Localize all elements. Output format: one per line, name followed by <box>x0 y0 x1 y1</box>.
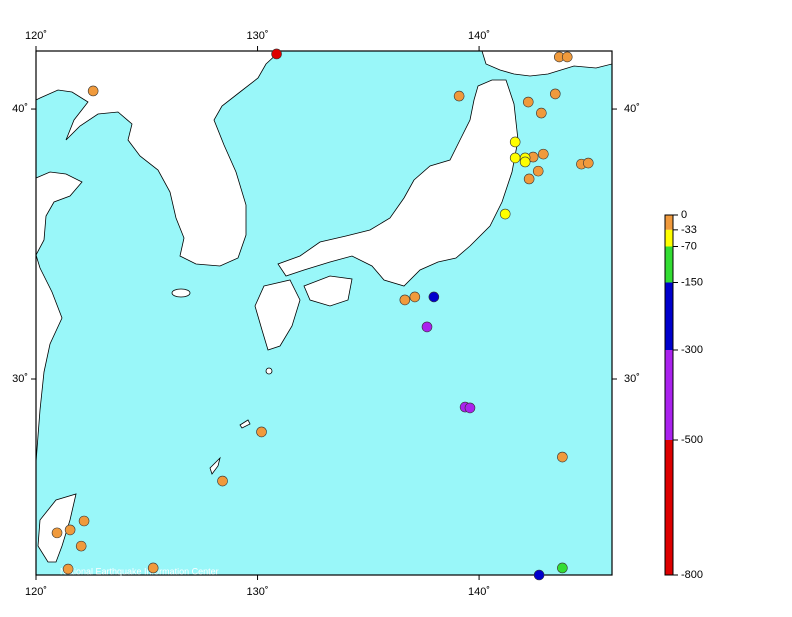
earthquake <box>464 402 476 414</box>
earthquake <box>271 48 282 60</box>
earthquake <box>51 527 63 539</box>
colorbar-label: -150 <box>681 276 703 288</box>
x-tick-label: 130˚ <box>247 586 269 598</box>
earthquake <box>399 294 411 306</box>
earthquake <box>533 569 545 581</box>
earthquake <box>78 515 90 527</box>
earthquake <box>561 51 573 63</box>
colorbar-label: -500 <box>681 434 703 446</box>
sea <box>36 51 612 575</box>
earthquake <box>509 136 521 148</box>
colorbar-label: -70 <box>681 240 697 252</box>
earthquake <box>409 291 421 303</box>
colorbar-segment <box>665 350 673 440</box>
x-tick-label: 130˚ <box>247 30 269 42</box>
x-tick-label: 120˚ <box>25 30 47 42</box>
earthquake <box>509 152 521 164</box>
earthquake <box>87 85 99 97</box>
colorbar-label: -300 <box>681 344 703 356</box>
earthquake <box>64 524 76 536</box>
colorbar-label: -800 <box>681 569 703 581</box>
earthquake <box>523 173 535 185</box>
y-tick-label: 30˚ <box>624 373 640 385</box>
colorbar-segment <box>665 440 673 575</box>
earthquake <box>421 321 433 333</box>
earthquake <box>549 88 561 100</box>
earthquake <box>256 426 267 438</box>
earthquake <box>532 165 544 177</box>
earthquake <box>538 148 549 160</box>
x-tick-label: 140˚ <box>468 586 490 598</box>
earthquake <box>557 562 568 574</box>
map-frame <box>35 50 613 576</box>
y-tick-label: 30˚ <box>12 373 28 385</box>
earthquake <box>62 563 74 575</box>
earthquake <box>428 291 440 303</box>
earthquake <box>557 451 568 463</box>
credit: National Earthquake Information Center <box>60 566 219 576</box>
earthquake <box>75 540 87 552</box>
earthquake <box>582 157 594 169</box>
colorbar-segment <box>665 246 673 283</box>
colorbar-segment <box>665 282 673 350</box>
earthquake <box>536 107 547 119</box>
colorbar-frame <box>664 214 674 576</box>
colorbar-segment <box>665 229 673 247</box>
y-tick-label: 40˚ <box>624 103 640 115</box>
earthquake <box>147 562 159 574</box>
earthquake <box>453 90 465 102</box>
x-tick-label: 140˚ <box>468 30 490 42</box>
earthquake <box>217 475 228 487</box>
colorbar-label: -33 <box>681 224 697 236</box>
y-tick-label: 40˚ <box>12 103 28 115</box>
earthquake <box>499 208 511 220</box>
earthquake <box>519 156 531 168</box>
colorbar-label: 0 <box>681 209 687 221</box>
x-tick-label: 120˚ <box>25 586 47 598</box>
earthquake <box>522 96 534 108</box>
colorbar-segment <box>665 215 673 230</box>
